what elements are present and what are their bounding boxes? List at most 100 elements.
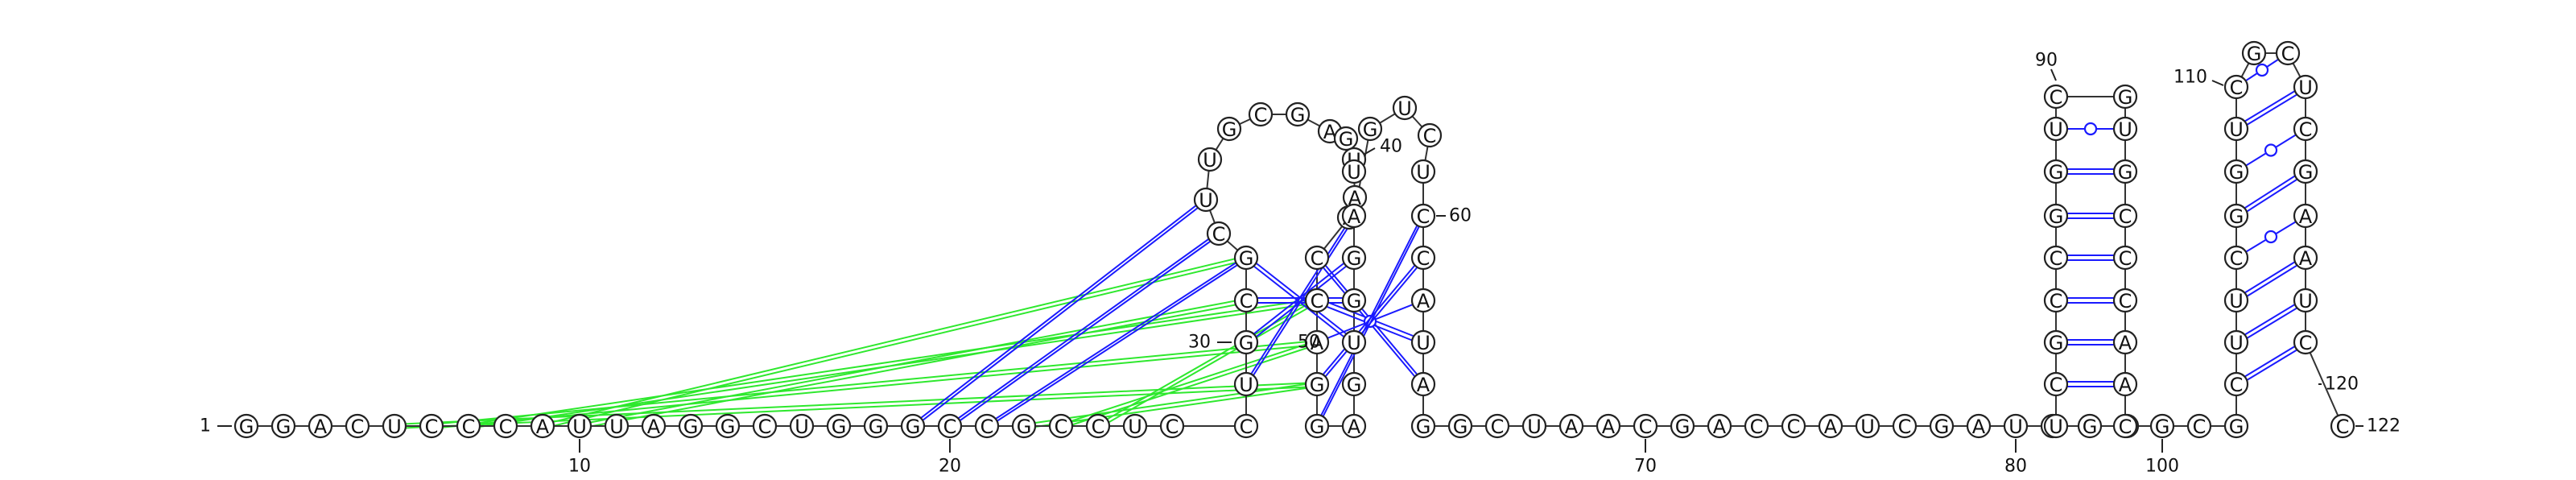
nucleotide-circle: [2293, 159, 2318, 184]
nucleotide: U: [2223, 329, 2249, 355]
pseudoknot-link: [952, 233, 1222, 427]
nucleotide: C: [2223, 245, 2249, 271]
nucleotide-circle: [1048, 413, 1074, 439]
nucleotide: G: [2043, 329, 2069, 355]
nucleotide-circle: [1855, 413, 1880, 439]
nucleotide: A: [1558, 413, 1584, 439]
nucleotide: U: [2223, 288, 2249, 313]
nucleotide-letter: C: [1311, 290, 1324, 312]
nucleotide-circle: [1410, 329, 1436, 355]
nucleotide: C: [1206, 221, 1232, 246]
nucleotide: G: [1216, 116, 1242, 142]
nucleotide: C: [1304, 288, 1330, 313]
nucleotide: G: [1341, 245, 1367, 271]
nucleotide-circle: [1233, 288, 1259, 313]
pseudoknot-link: [984, 257, 1245, 427]
nucleotide-letter: C: [2230, 77, 2244, 99]
pseudoknot-link: [1060, 340, 1318, 425]
nucleotide: C: [1781, 413, 1806, 439]
nucleotide-circle: [419, 413, 444, 439]
nucleotide-circle: [1122, 413, 1148, 439]
base-pair-line: [1316, 217, 1424, 429]
nucleotide: U: [1193, 187, 1219, 213]
nucleotide-letter: U: [2298, 290, 2313, 312]
nucleotide: U: [1521, 413, 1547, 439]
nucleotide-letter: C: [2230, 374, 2244, 396]
nucleotide: C: [456, 413, 481, 439]
nucleotide-circle: [2043, 159, 2069, 184]
nucleotide-letter: A: [2119, 374, 2132, 396]
nucleotide-letter: U: [1239, 374, 1253, 396]
nucleotide: C: [1417, 122, 1443, 148]
nucleotide-letter: C: [2119, 205, 2132, 228]
nucleotide-circle: [1892, 413, 1918, 439]
nucleotide-circle: [2223, 371, 2249, 397]
nucleotide-letter: U: [1347, 161, 1361, 184]
nucleotide-circle: [2293, 288, 2318, 313]
position-label: 30: [1188, 333, 1211, 353]
base-pair-line: [2235, 297, 2306, 341]
nucleotide-letter: U: [1860, 416, 1875, 438]
nucleotide-circle: [1193, 187, 1219, 213]
nucleotide-letter: A: [536, 416, 550, 438]
nucleotide-letter: C: [758, 416, 772, 438]
nucleotide-letter: G: [239, 416, 254, 438]
nucleotide: A: [1342, 184, 1368, 210]
nucleotide-letter: C: [351, 416, 365, 438]
nucleotide-letter: G: [1347, 247, 1362, 270]
nucleotide-circle: [2223, 74, 2249, 100]
nucleotide: C: [2293, 329, 2318, 355]
nucleotide-circle: [1304, 371, 1330, 397]
nucleotide-letter: C: [2050, 374, 2063, 396]
nucleotide: C: [1633, 413, 1658, 439]
nucleotide-letter: G: [2083, 416, 2098, 438]
pseudoknot-link: [542, 255, 1247, 425]
wobble-pair-marker: [2083, 122, 2098, 136]
nucleotide: A: [1707, 413, 1732, 439]
nucleotide-letter: G: [1675, 416, 1690, 438]
nucleotide-letter: A: [1972, 416, 1986, 438]
nucleotide-letter: C: [1417, 205, 1430, 228]
pseudoknot-link: [542, 259, 1247, 429]
nucleotide-letter: G: [1339, 128, 1354, 151]
nucleotide-letter: G: [1453, 416, 1468, 438]
nucleotide: G: [2043, 159, 2069, 184]
pseudoknot-link: [468, 298, 1318, 425]
nucleotide-letter: G: [1239, 332, 1254, 354]
nucleotide-letter: U: [1416, 332, 1430, 354]
nucleotide-letter: A: [2299, 205, 2313, 228]
nucleotide-letter: C: [499, 416, 513, 438]
nucleotide-letter: A: [1824, 416, 1838, 438]
nucleotide: C: [2223, 74, 2249, 100]
nucleotide-letter: C: [2050, 290, 2063, 312]
nucleotide-letter: U: [1128, 416, 1142, 438]
nucleotide: U: [1341, 329, 1367, 355]
nucleotide-circle: [2043, 371, 2069, 397]
nucleotide-letter: U: [1416, 161, 1430, 184]
nucleotide: A: [1596, 413, 1621, 439]
nucleotide-letter: G: [1222, 118, 1237, 141]
nucleotide: A: [308, 413, 333, 439]
nucleotide-letter: G: [1347, 290, 1362, 312]
nucleotide-letter: U: [2229, 118, 2244, 141]
nucleotide: A: [1341, 413, 1367, 439]
nucleotide-letter: A: [1713, 416, 1727, 438]
position-tick: [1363, 147, 1376, 155]
nucleotide-circle: [2275, 40, 2301, 66]
position-label: 90: [2035, 51, 2058, 71]
nucleotide-circle: [2223, 329, 2249, 355]
nucleotide: U: [2043, 116, 2069, 142]
nucleotide: C: [2043, 288, 2069, 313]
nucleotide: G: [863, 413, 889, 439]
nucleotide-circle: [1818, 413, 1843, 439]
nucleotide: G: [2112, 84, 2138, 110]
base-pair-line: [2235, 259, 2306, 304]
nucleotide-circle: [345, 413, 370, 439]
nucleotide-circle: [1341, 329, 1367, 355]
nucleotide-circle: [1521, 413, 1547, 439]
nucleotide: A: [1341, 203, 1367, 229]
nucleotide-letter: U: [2049, 118, 2063, 141]
nucleotide-circle: [1410, 159, 1436, 184]
nucleotide-circle: [1304, 288, 1330, 313]
base-pair-line: [2235, 344, 2306, 387]
